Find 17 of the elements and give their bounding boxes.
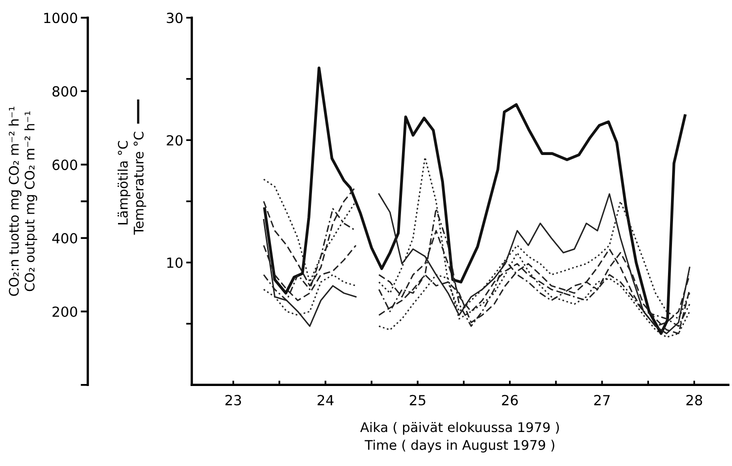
y2-tick-label: 20 bbox=[166, 135, 183, 146]
x-tick-label: 23 bbox=[225, 394, 241, 406]
y2-tick-label: 10 bbox=[167, 257, 183, 268]
y2-tick-label: 30 bbox=[166, 12, 183, 24]
x-tick-label: 24 bbox=[318, 394, 334, 406]
x-axis-title: Aika ( päivät elokuussa 1979 ) Time ( days in August 1979 ) bbox=[360, 422, 559, 453]
y-tick-label: 1000 bbox=[44, 12, 78, 24]
x-tick-label: 27 bbox=[594, 394, 610, 406]
y-axis-title: CO₂:n tuotto mg CO₂ m⁻² h⁻¹ CO₂ output mg CO₂ m⁻² h⁻¹ bbox=[8, 106, 38, 296]
y2-axis-title: Lämpötila °C Temperature °C bbox=[118, 132, 146, 235]
x-tick-label: 25 bbox=[410, 394, 426, 406]
x-tick-label: 26 bbox=[502, 394, 518, 406]
y-tick-label: 800 bbox=[52, 86, 78, 97]
y-tick-label: 600 bbox=[52, 160, 78, 170]
y-tick-label: 400 bbox=[52, 233, 78, 244]
y-tick-label: 200 bbox=[52, 306, 78, 317]
x-tick-label: 28 bbox=[686, 394, 702, 406]
